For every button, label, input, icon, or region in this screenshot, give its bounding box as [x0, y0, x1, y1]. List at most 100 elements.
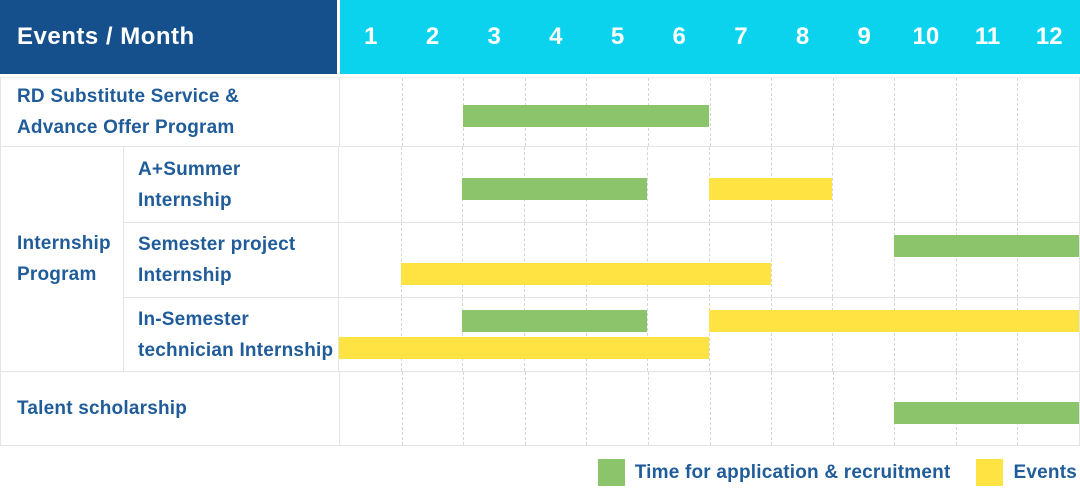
events-month-header-cell: Events / Month: [0, 0, 337, 74]
month-header-12: 12: [1035, 23, 1063, 50]
month-header-4: 4: [549, 23, 563, 50]
month-gridline: [709, 372, 711, 445]
bar-application-a-plus-summer-internship: [462, 178, 648, 200]
row-label-rd-substitute-service: RD Substitute Service & Advance Offer Pro…: [1, 78, 340, 146]
month-header-2: 2: [425, 23, 440, 50]
row-label-a-plus-summer-internship: A+Summer Internship: [124, 147, 339, 222]
month-gridline: [401, 78, 403, 146]
month-gridline: [647, 298, 649, 371]
month-gridline: [585, 223, 587, 297]
header-row: Events / Month 1 2 3 4 5 6 7 8 9 10 11 12: [0, 0, 1080, 74]
row-semester-project-internship: Semester project Internship: [124, 222, 1079, 297]
month-header-3: 3: [487, 23, 501, 50]
month-gridline: [647, 147, 649, 222]
month-gridline: [832, 298, 834, 371]
row-label-line-in-semester-technician-internship: technician Internship: [138, 339, 334, 361]
group-label-line: Internship: [17, 233, 111, 254]
month-gridline: [832, 78, 834, 146]
month-header-strip: 1 2 3 4 5 6 7 8 9 10 11 12: [340, 0, 1080, 74]
row-group-internship-program: Internship Program A+Summer Internship Semes…: [1, 146, 1079, 371]
month-gridline: [1017, 147, 1019, 222]
month-gridline: [709, 223, 710, 297]
month-gridline: [894, 298, 895, 371]
month-gridline: [400, 147, 402, 222]
row-label-line-rd-substitute-service: RD Substitute Service &: [17, 86, 240, 107]
group-subrows: A+Summer Internship Semester project Intern…: [124, 147, 1079, 371]
bar-application-rd-substitute-service: [463, 105, 710, 128]
row-label-line-semester-project-internship: Semester project: [138, 234, 296, 255]
month-gridline: [955, 78, 957, 146]
legend-label-application: Time for application & recruitment: [634, 461, 951, 483]
row-a-plus-summer-internship: A+Summer Internship: [124, 147, 1079, 222]
month-gridline: [894, 78, 896, 146]
row-label-line-rd-substitute-service: Advance Offer Program: [17, 117, 235, 138]
month-header-6: 6: [672, 23, 686, 50]
bar-events-semester-project-internship: [400, 263, 771, 286]
month-gridline: [1017, 223, 1019, 297]
group-label-line: Program: [17, 264, 97, 285]
month-header-8: 8: [795, 23, 810, 50]
row-label-line-semester-project-internship: Internship: [138, 265, 232, 286]
month-gridline: [400, 223, 402, 297]
month-gridline: [832, 223, 834, 297]
chart-area-talent-scholarship: [340, 372, 1079, 445]
legend-swatch-events: [976, 459, 1004, 486]
month-gridline: [1017, 298, 1019, 371]
bar-application-talent-scholarship: [894, 401, 1079, 424]
legend-item-events: Events: [976, 459, 1077, 486]
bar-application-in-semester-technician-internship: [462, 309, 648, 332]
events-month-title: Events / Month: [17, 23, 195, 50]
month-gridline: [894, 223, 895, 297]
chart-area-a-plus-summer-internship: [339, 147, 1079, 222]
month-header-10: 10: [912, 23, 940, 50]
gantt-body: RD Substitute Service & Advance Offer Pro…: [0, 77, 1080, 446]
bar-events-a-plus-summer-internship: [709, 178, 833, 200]
month-gridline: [771, 372, 773, 445]
legend-swatch-application: [597, 459, 625, 486]
month-header-5: 5: [610, 23, 625, 50]
month-gridline: [955, 223, 957, 297]
month-gridline: [647, 223, 649, 297]
month-header-9: 9: [857, 23, 871, 50]
chart-area-semester-project-internship: [339, 223, 1079, 297]
month-gridline: [832, 372, 834, 445]
month-gridline: [586, 372, 588, 445]
group-label-internship-program: Internship Program: [1, 147, 124, 371]
row-in-semester-technician-internship: In-Semester technician Internship: [124, 297, 1079, 371]
month-gridline: [462, 298, 464, 371]
month-gridline: [400, 298, 402, 371]
row-label-line-in-semester-technician-internship: In-Semester: [138, 308, 249, 330]
month-gridline: [709, 78, 711, 146]
month-gridline: [524, 298, 525, 371]
month-gridline: [894, 147, 895, 222]
row-label-line-talent-scholarship: Talent scholarship: [17, 398, 188, 419]
legend-label-events: Events: [1013, 461, 1077, 483]
month-gridline: [955, 298, 957, 371]
bar-events-in-semester-technician-internship: [339, 337, 709, 360]
legend: Time for application & recruitment Events: [0, 459, 1080, 486]
chart-area-rd-substitute-service: [340, 78, 1079, 146]
month-gridline: [463, 372, 465, 445]
month-gridline: [770, 298, 772, 371]
month-header-1: 1: [364, 23, 378, 50]
month-gridline: [585, 298, 587, 371]
month-gridline: [524, 223, 525, 297]
bar-application-semester-project-internship: [894, 234, 1079, 257]
month-gridline: [647, 372, 649, 445]
month-gridline: [524, 372, 526, 445]
row-talent-scholarship: Talent scholarship: [1, 371, 1079, 445]
month-header-7: 7: [734, 23, 748, 50]
month-gridline: [955, 147, 957, 222]
chart-area-in-semester-technician-internship: [339, 298, 1079, 371]
bar-events-in-semester-technician-internship: [709, 309, 1079, 332]
month-gridline: [462, 223, 464, 297]
legend-item-application: Time for application & recruitment: [597, 459, 951, 486]
row-label-talent-scholarship: Talent scholarship: [1, 372, 340, 445]
row-label-line-a-plus-summer-internship: Internship: [138, 189, 232, 211]
month-header-11: 11: [974, 23, 1001, 50]
month-gridline: [770, 223, 772, 297]
row-label-semester-project-internship: Semester project Internship: [124, 223, 339, 297]
row-label-in-semester-technician-internship: In-Semester technician Internship: [124, 298, 339, 371]
month-gridline: [832, 147, 834, 222]
